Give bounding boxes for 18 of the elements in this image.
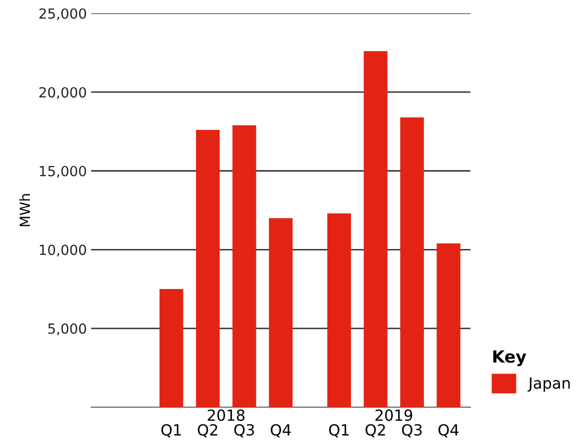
y-axis-title: MWh [19, 194, 30, 226]
y-tick-label: 15,000 [40, 166, 86, 178]
x-tick-label: Q4 [438, 424, 459, 438]
x-tick-label: Q3 [402, 424, 422, 438]
x-tick-label: Q2 [198, 424, 218, 438]
text: 2019 [375, 409, 412, 421]
x-tick-label: Q2 [366, 424, 385, 438]
legend-title: Key [493, 350, 526, 366]
y-tick-label: 25,000 [39, 8, 86, 20]
x-tick-label: Q4 [270, 424, 291, 438]
legend-label: Japan [528, 377, 570, 392]
y-tick-label: 10,000 [40, 244, 86, 257]
y-tick-label: 5,000 [48, 323, 86, 336]
text: 2018 [208, 409, 244, 421]
y-tick-label: 20,000 [39, 87, 86, 100]
x-tick-label: Q3 [234, 424, 254, 438]
x-tick-label: Q1 [161, 424, 181, 438]
x-tick-label: Q1 [329, 424, 349, 438]
